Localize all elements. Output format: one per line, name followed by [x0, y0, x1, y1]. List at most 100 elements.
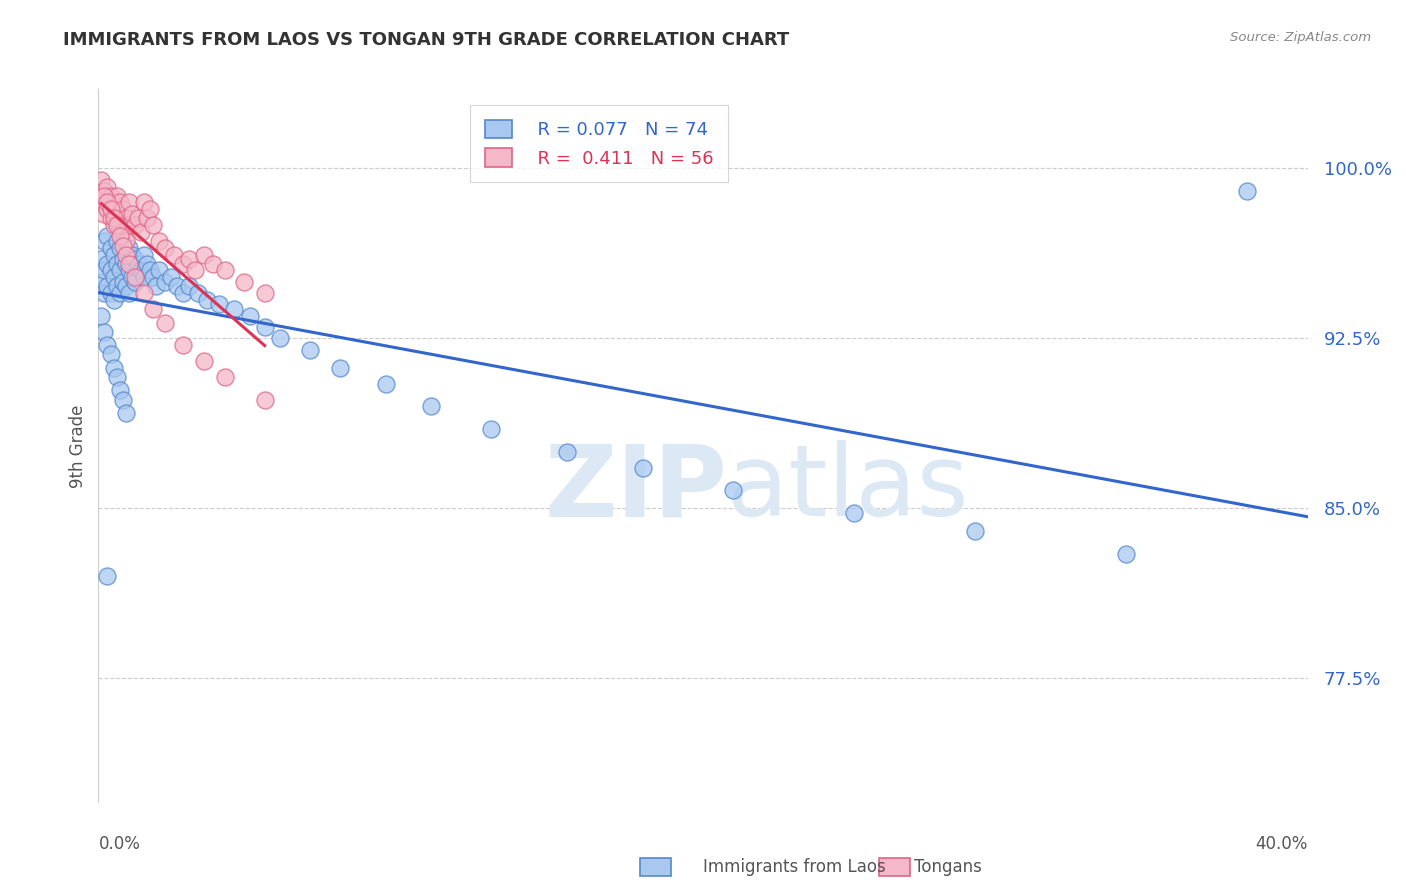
- Point: [93, 263, 115, 277]
- Point: [105, 218, 128, 232]
- Point: [163, 247, 186, 261]
- Point: [172, 286, 194, 301]
- Point: [103, 211, 125, 226]
- Text: atlas: atlas: [727, 441, 969, 537]
- Point: [179, 252, 201, 266]
- Point: [187, 286, 209, 301]
- Point: [93, 207, 115, 221]
- Point: [135, 257, 157, 271]
- Point: [153, 275, 176, 289]
- Point: [105, 370, 128, 384]
- Text: ZIP: ZIP: [544, 441, 727, 537]
- Point: [148, 234, 170, 248]
- Point: [90, 195, 112, 210]
- Point: [172, 338, 194, 352]
- Point: [96, 179, 118, 194]
- Point: [148, 263, 170, 277]
- Point: [114, 234, 136, 248]
- Point: [214, 370, 236, 384]
- Point: [139, 263, 162, 277]
- Point: [114, 279, 136, 293]
- Point: [121, 247, 143, 261]
- Point: [96, 279, 118, 293]
- Point: [142, 270, 165, 285]
- Point: [232, 275, 254, 289]
- Point: [103, 195, 125, 210]
- Point: [103, 293, 125, 307]
- Point: [118, 263, 141, 277]
- Point: [118, 241, 141, 255]
- Point: [118, 218, 141, 232]
- Text: 40.0%: 40.0%: [1256, 835, 1308, 853]
- Point: [844, 506, 866, 520]
- Point: [132, 286, 155, 301]
- Point: [124, 275, 146, 289]
- Point: [269, 331, 291, 345]
- Point: [555, 444, 578, 458]
- Point: [132, 195, 155, 210]
- Point: [193, 354, 215, 368]
- Point: [121, 270, 143, 285]
- Point: [96, 338, 118, 352]
- Point: [105, 211, 128, 226]
- Point: [96, 257, 118, 271]
- Point: [111, 275, 134, 289]
- Point: [124, 252, 146, 266]
- Text: Tongans: Tongans: [914, 858, 981, 876]
- Point: [214, 263, 236, 277]
- Point: [153, 241, 176, 255]
- Point: [108, 229, 131, 244]
- Point: [93, 325, 115, 339]
- Point: [108, 384, 131, 398]
- Point: [172, 257, 194, 271]
- Point: [90, 309, 112, 323]
- Text: Source: ZipAtlas.com: Source: ZipAtlas.com: [1230, 31, 1371, 45]
- Point: [100, 211, 122, 226]
- Point: [299, 343, 322, 357]
- Point: [160, 270, 183, 285]
- Point: [90, 252, 112, 266]
- Text: IMMIGRANTS FROM LAOS VS TONGAN 9TH GRADE CORRELATION CHART: IMMIGRANTS FROM LAOS VS TONGAN 9TH GRADE…: [63, 31, 790, 49]
- Point: [1115, 547, 1137, 561]
- Point: [184, 263, 207, 277]
- Point: [965, 524, 987, 538]
- Point: [118, 257, 141, 271]
- Point: [108, 241, 131, 255]
- Point: [96, 202, 118, 217]
- Point: [100, 347, 122, 361]
- Point: [96, 229, 118, 244]
- Point: [103, 360, 125, 375]
- Point: [111, 252, 134, 266]
- Text: 0.0%: 0.0%: [98, 835, 141, 853]
- Point: [114, 247, 136, 261]
- Point: [481, 422, 503, 436]
- Point: [105, 279, 128, 293]
- Point: [139, 202, 162, 217]
- Point: [100, 241, 122, 255]
- Point: [193, 247, 215, 261]
- Point: [108, 263, 131, 277]
- Point: [111, 238, 134, 252]
- Point: [132, 270, 155, 285]
- Point: [129, 263, 152, 277]
- Point: [90, 275, 112, 289]
- Point: [132, 247, 155, 261]
- Point: [195, 293, 218, 307]
- Point: [121, 207, 143, 221]
- Point: [329, 360, 352, 375]
- Point: [108, 286, 131, 301]
- Point: [374, 376, 396, 391]
- Point: [93, 184, 115, 198]
- Point: [118, 195, 141, 210]
- Point: [135, 211, 157, 226]
- Text: Immigrants from Laos: Immigrants from Laos: [703, 858, 886, 876]
- Point: [253, 286, 276, 301]
- Point: [166, 279, 188, 293]
- Point: [114, 211, 136, 226]
- Point: [100, 263, 122, 277]
- Point: [142, 218, 165, 232]
- Point: [93, 188, 115, 202]
- Point: [202, 257, 225, 271]
- Point: [100, 202, 122, 217]
- Point: [118, 286, 141, 301]
